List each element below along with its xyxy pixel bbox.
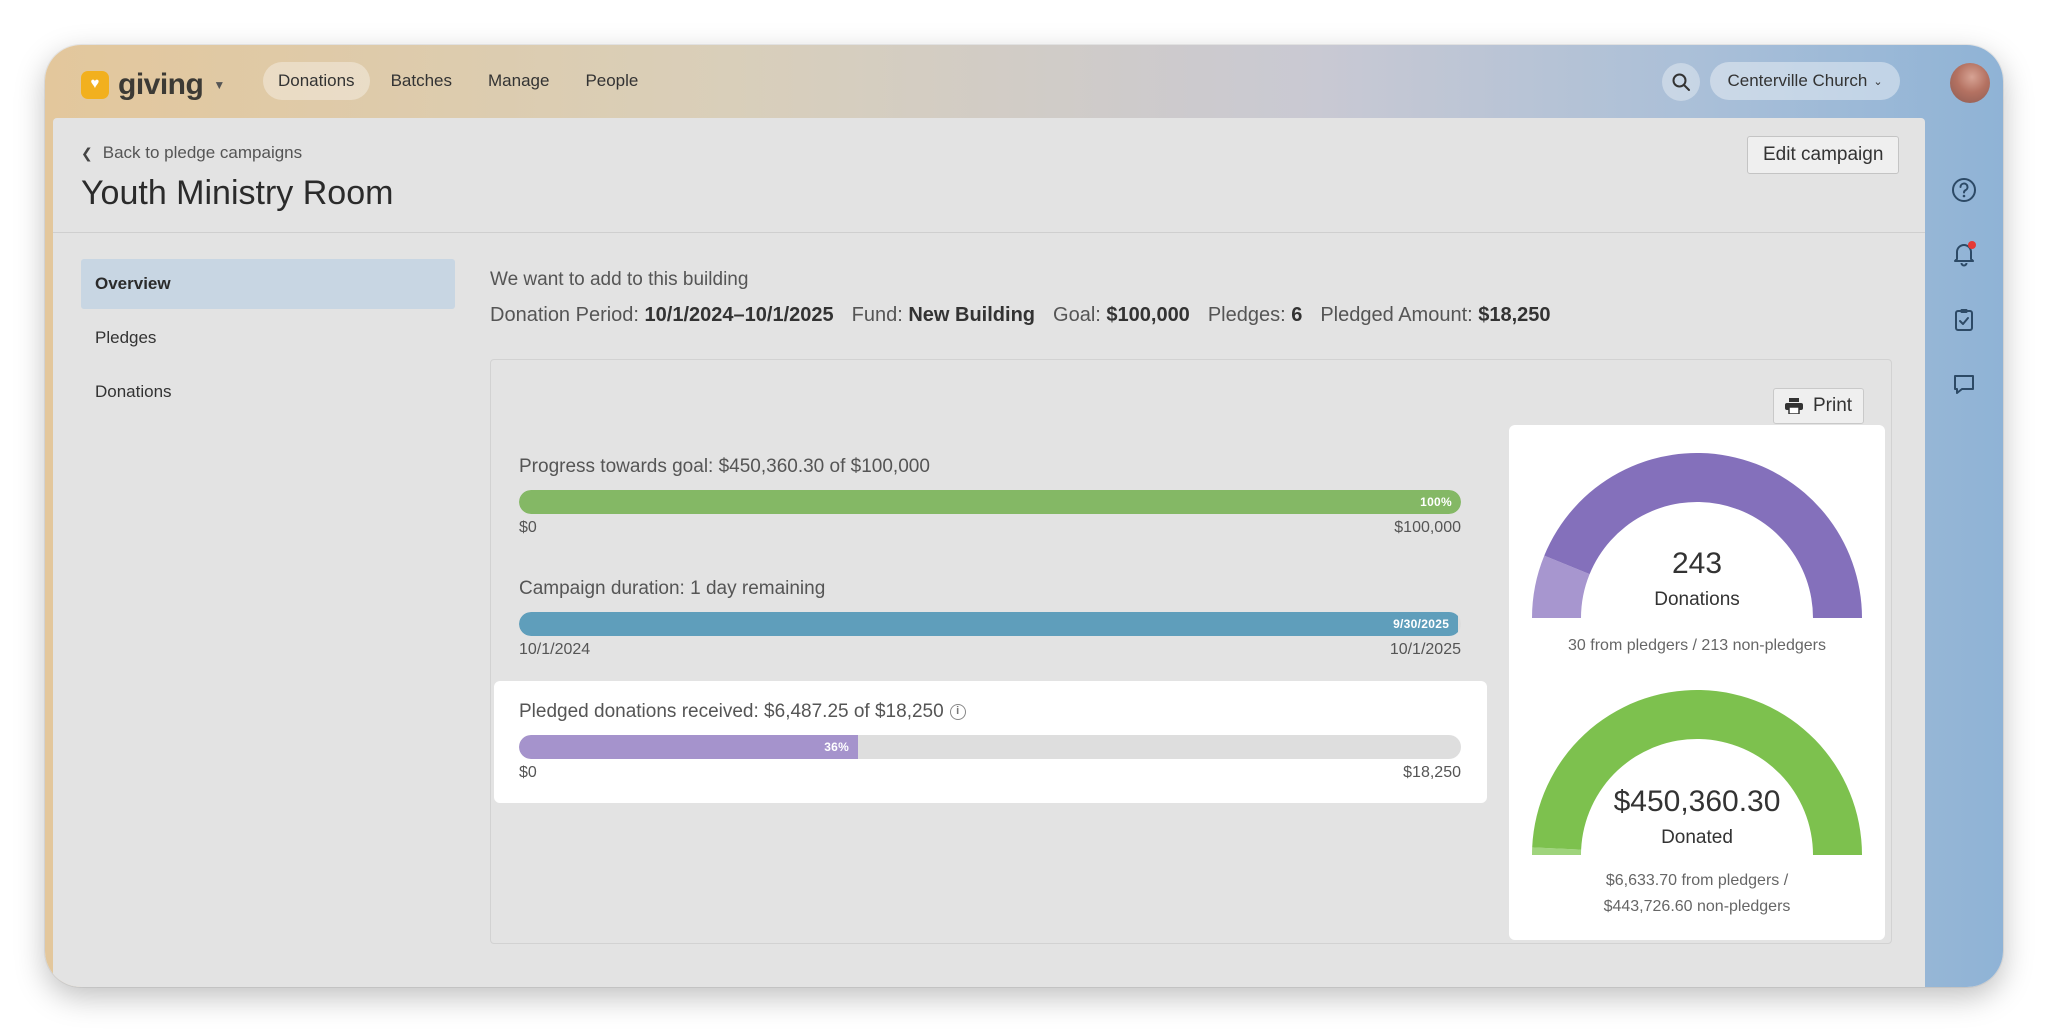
chevron-left-icon: ❮ [81, 144, 93, 161]
tab-manage[interactable]: Manage [488, 71, 550, 90]
overview-card: Print Progress towards goal: $450,360.30… [490, 359, 1892, 944]
gauge-pledgers-segment [1532, 555, 1590, 618]
printer-icon [1785, 398, 1803, 414]
donated-amount: $450,360.30 [1613, 785, 1781, 818]
org-name: Centerville Church [1727, 71, 1868, 90]
gauge-non-pledgers-segment [1544, 453, 1862, 618]
pledged-progress-track: 36% [519, 735, 1461, 759]
sidebar-item-donations[interactable]: Donations [95, 382, 172, 401]
app-name: giving [118, 68, 204, 101]
pledged-progress-label: Pledged donations received: $6,487.25 of… [519, 701, 1461, 723]
range-max: $100,000 [1394, 519, 1461, 536]
donated-gauge-arc [1532, 690, 1862, 855]
donations-unit: Donations [1654, 589, 1740, 610]
duration-progress-track: 9/30/2025 [519, 612, 1461, 636]
goal-progress-range: $0 $100,000 [519, 519, 1461, 537]
help-icon[interactable] [1949, 175, 1979, 205]
top-nav: giving ▼ Donations Batches Manage People… [45, 45, 2003, 117]
pledged-progress: Pledged donations received: $6,487.25 of… [519, 701, 1461, 782]
pledged-progress-fill: 36% [519, 735, 859, 759]
print-button[interactable]: Print [1773, 388, 1865, 424]
back-link[interactable]: ❮ Back to pledge campaigns [81, 143, 302, 163]
gauge-non-pledgers-segment [1532, 690, 1862, 855]
sidebar-item-overview[interactable]: Overview [81, 259, 455, 309]
clipboard-check-icon[interactable] [1949, 305, 1979, 335]
donations-gauge-arc [1532, 453, 1862, 618]
campaign-description: We want to add to this building [490, 269, 749, 290]
fund: Fund: New Building [851, 304, 1036, 326]
app-switcher[interactable]: giving ▼ [81, 68, 225, 102]
range-min: 10/1/2024 [519, 641, 591, 658]
gauge-pledgers-segment [1532, 847, 1582, 855]
chevron-down-icon: ⌄ [1873, 75, 1883, 88]
gauges-panel: 243 Donations 30 from pledgers / 213 non… [1509, 425, 1885, 940]
edit-campaign-button[interactable]: Edit campaign [1747, 136, 1900, 174]
pledged-amount: Pledged Amount: $18,250 [1320, 304, 1551, 326]
pledged-progress-percent: 36% [824, 740, 850, 754]
header-divider [53, 232, 1925, 233]
bell-icon[interactable] [1949, 239, 1979, 269]
tab-batches[interactable]: Batches [390, 71, 452, 90]
goal-progress-track: 100% [519, 490, 1461, 514]
org-switcher[interactable]: Centerville Church ⌄ [1710, 62, 1900, 100]
duration-progress-fill: 9/30/2025 [519, 612, 1459, 636]
goal-progress: Progress towards goal: $450,360.30 of $1… [519, 456, 1461, 537]
pledged-progress-range: $0 $18,250 [519, 764, 1461, 782]
search-button[interactable] [1662, 63, 1700, 101]
nav-tabs: Donations Batches Manage People [263, 62, 659, 100]
range-min: $0 [519, 519, 537, 536]
donations-caption: 30 from pledgers / 213 non-pledgers [1568, 637, 1826, 654]
tab-people[interactable]: People [585, 71, 639, 90]
campaign-meta: Donation Period: 10/1/2024–10/1/2025 Fun… [490, 304, 1569, 327]
search-icon [1672, 73, 1690, 91]
avatar[interactable] [1950, 63, 1990, 103]
app-window: giving ▼ Donations Batches Manage People… [45, 45, 2003, 987]
info-icon[interactable]: i [949, 704, 966, 720]
range-min: $0 [519, 764, 537, 781]
back-link-label: Back to pledge campaigns [102, 143, 303, 162]
donated-caption: $6,633.70 from pledgers / $443,726.60 no… [1603, 872, 1791, 915]
right-rail [1925, 117, 2003, 987]
duration-progress-label: Campaign duration: 1 day remaining [519, 578, 826, 599]
page-title: Youth Ministry Room [81, 174, 394, 212]
donated-gauge: $450,360.30 Donated $6,633.70 from pledg… [1509, 690, 1885, 940]
content-panel: ❮ Back to pledge campaigns Youth Ministr… [53, 118, 1925, 987]
duration-progress: Campaign duration: 1 day remaining 9/30/… [519, 578, 1461, 659]
notification-dot [1968, 241, 1976, 249]
goal: Goal: $100,000 [1053, 304, 1190, 326]
duration-progress-range: 10/1/2024 10/1/2025 [519, 641, 1461, 659]
print-label: Print [1813, 395, 1853, 416]
sidebar-item-pledges[interactable]: Pledges [95, 328, 157, 347]
range-max: 10/1/2025 [1389, 641, 1461, 658]
pledge-count: Pledges: 6 [1207, 304, 1303, 326]
goal-progress-label: Progress towards goal: $450,360.30 of $1… [519, 456, 930, 477]
goal-progress-percent: 100% [1420, 495, 1452, 509]
duration-progress-date: 9/30/2025 [1393, 617, 1450, 631]
chevron-down-icon: ▼ [213, 78, 226, 92]
donations-count: 243 [1671, 547, 1723, 580]
giving-logo-icon [81, 71, 109, 99]
donated-unit: Donated [1661, 827, 1733, 848]
donation-period: Donation Period: 10/1/2024–10/1/2025 [490, 304, 834, 326]
tab-donations[interactable]: Donations [263, 62, 370, 100]
goal-progress-fill: 100% [519, 490, 1461, 514]
range-max: $18,250 [1403, 764, 1461, 781]
donations-gauge: 243 Donations 30 from pledgers / 213 non… [1509, 453, 1885, 693]
sidebar: Overview Pledges Donations [81, 259, 455, 421]
chat-icon[interactable] [1949, 369, 1979, 399]
